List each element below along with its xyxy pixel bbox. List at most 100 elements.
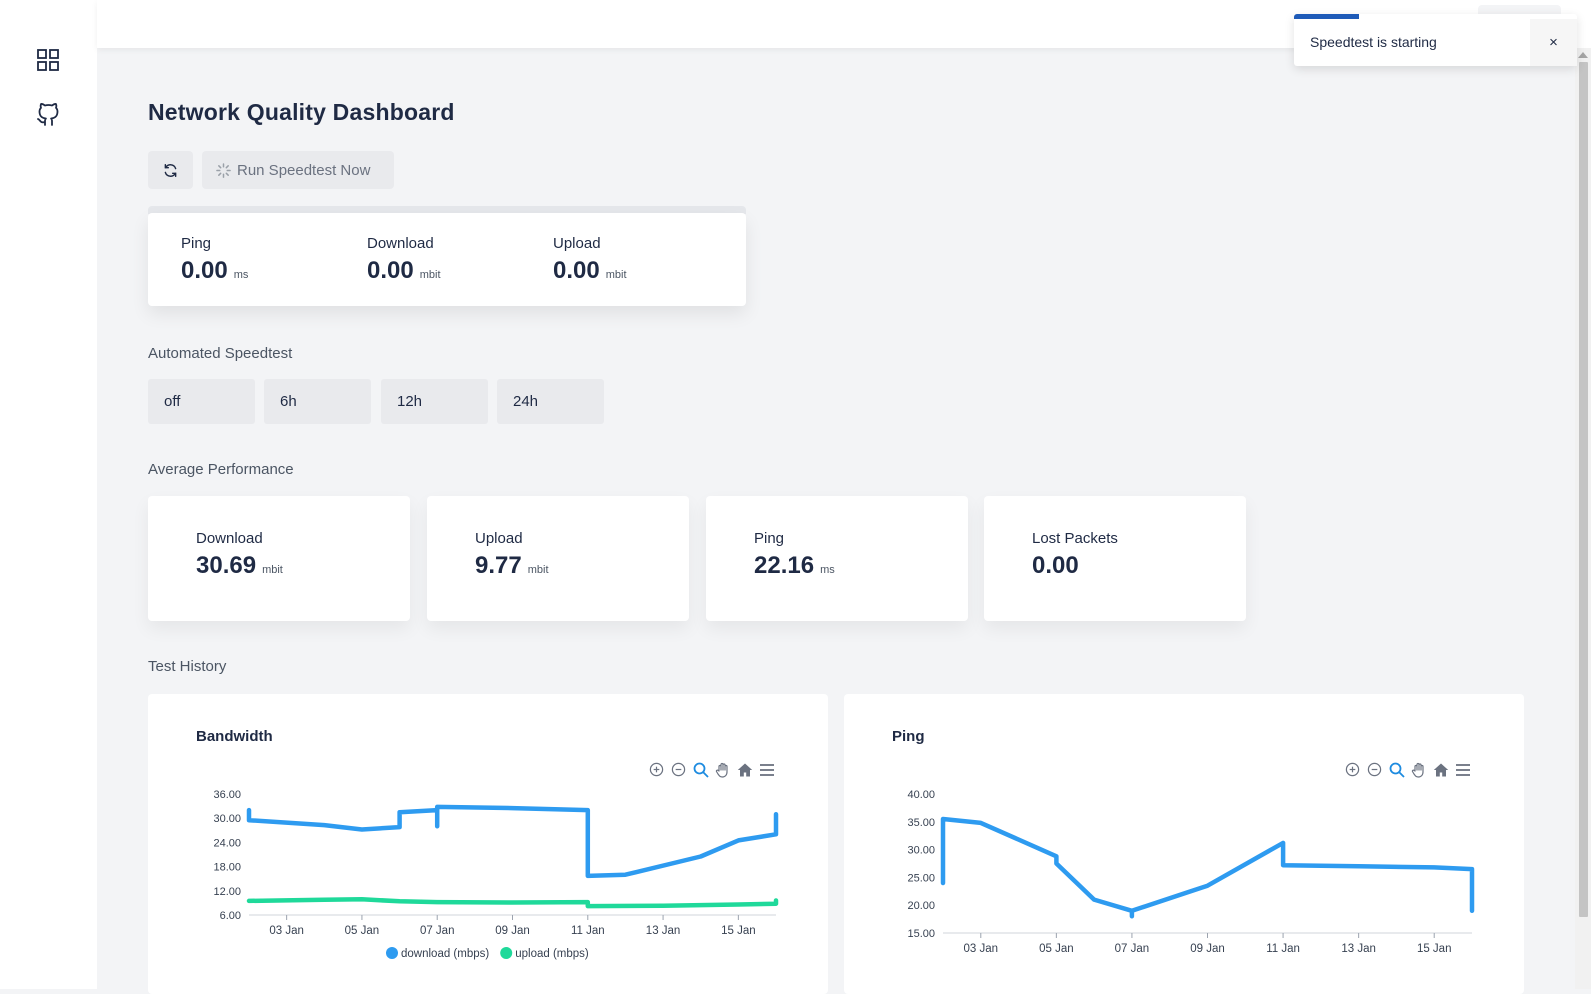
stat-label: Lost Packets [1032, 530, 1118, 547]
schedule-6h-button[interactable]: 6h [264, 379, 371, 424]
y-tick-label: 30.00 [907, 845, 935, 857]
page-title: Network Quality Dashboard [148, 99, 455, 125]
average-performance-label: Average Performance [148, 461, 294, 478]
y-tick-label: 12.00 [213, 886, 241, 898]
legend-marker[interactable] [500, 947, 513, 959]
current-results-header [148, 206, 746, 214]
zoom-out-icon[interactable] [1365, 760, 1384, 779]
zoom-in-icon[interactable] [1343, 760, 1362, 779]
x-tick-label: 07 Jan [1115, 943, 1150, 955]
chart-toolbar [1343, 760, 1472, 779]
home-icon[interactable] [1431, 760, 1450, 779]
zoom-in-icon[interactable] [647, 760, 666, 779]
x-tick-label: 03 Jan [269, 925, 304, 937]
stat-value: 0.00 [553, 257, 600, 284]
x-tick-label: 15 Jan [721, 925, 756, 937]
stat-value: 22.16 [754, 552, 815, 579]
stat-label: Ping [754, 530, 785, 547]
menu-icon[interactable] [757, 760, 776, 779]
stat-unit: ms [233, 269, 249, 281]
bandwidth-chart-card: Bandwidth 6.00 12.00 18.00 24.00 30.00 36.00 0… [148, 694, 828, 994]
spinner-icon [216, 162, 231, 178]
stat-label: Download [196, 530, 263, 547]
y-tick-label: 6.00 [220, 910, 241, 922]
stat-value: 9.77 [475, 552, 522, 579]
refresh-button[interactable] [148, 151, 193, 189]
bandwidth-chart: 6.00 12.00 18.00 24.00 30.00 36.00 03 Jan 05 Ja… [213, 789, 779, 960]
y-tick-label: 18.00 [213, 862, 241, 874]
stat-label: Upload [553, 235, 601, 252]
stat-label: Upload [475, 530, 523, 547]
chart-legend: download (mbps) upload (mbps) [386, 947, 589, 960]
x-tick-label: 13 Jan [1341, 943, 1376, 955]
y-tick-label: 15.00 [907, 928, 935, 940]
zoom-select-icon[interactable] [691, 760, 710, 779]
stat-value: 0.00 [181, 257, 228, 284]
pan-icon[interactable] [1409, 760, 1428, 779]
zoom-select-icon[interactable] [1387, 760, 1406, 779]
stat-label: Download [367, 235, 434, 252]
home-icon[interactable] [735, 760, 754, 779]
stat-unit: mbit [605, 269, 627, 281]
y-tick-label: 35.00 [907, 817, 935, 829]
x-tick-label: 05 Jan [1039, 943, 1074, 955]
x-tick-label: 03 Jan [964, 943, 999, 955]
avg-upload-stat: Upload 9.77 mbit [475, 530, 549, 580]
schedule-24h-button[interactable]: 24h [497, 379, 604, 424]
avg-lost-packets-stat: Lost Packets 0.00 [1032, 530, 1118, 580]
current-download-stat: Download 0.00 mbit [367, 235, 441, 285]
scrollbar-thumb[interactable] [1579, 62, 1588, 917]
avg-ping-card: Ping 22.16 ms [706, 496, 968, 621]
y-tick-label: 36.00 [213, 789, 241, 801]
toast-notification: Speedtest is starting × [1294, 14, 1577, 66]
sidebar [0, 0, 97, 989]
avg-lost-packets-card: Lost Packets 0.00 [984, 496, 1246, 621]
stat-unit: ms [820, 564, 835, 576]
run-speedtest-button[interactable]: Run Speedtest Now [202, 151, 394, 189]
x-tick-label: 11 Jan [1266, 943, 1300, 955]
stat-label: Ping [181, 235, 212, 252]
stat-unit: mbit [419, 269, 441, 281]
y-tick-label: 24.00 [213, 837, 241, 849]
x-tick-label: 09 Jan [495, 925, 530, 937]
y-tick-label: 30.00 [213, 813, 241, 825]
series-line-download-mbps- [246, 804, 779, 879]
avg-download-card: Download 30.69 mbit [148, 496, 410, 621]
x-tick-label: 13 Jan [646, 925, 681, 937]
x-tick-label: 09 Jan [1190, 943, 1225, 955]
avg-upload-card: Upload 9.77 mbit [427, 496, 689, 621]
current-upload-stat: Upload 0.00 mbit [553, 235, 627, 285]
toast-progress-bar [1294, 14, 1360, 19]
automated-speedtest-label: Automated Speedtest [148, 345, 293, 362]
test-history-label: Test History [148, 658, 227, 675]
stat-unit: mbit [262, 564, 283, 576]
stat-value: 0.00 [1032, 552, 1079, 579]
x-tick-label: 15 Jan [1417, 943, 1452, 955]
toast-close-button[interactable]: × [1530, 19, 1577, 66]
toast-message: Speedtest is starting [1310, 34, 1437, 50]
avg-ping-stat: Ping 22.16 ms [754, 530, 835, 580]
schedule-12h-button[interactable]: 12h [381, 379, 488, 424]
stat-value: 30.69 [196, 552, 257, 579]
legend-label[interactable]: upload (mbps) [515, 948, 589, 960]
scroll-up-arrow[interactable] [1578, 52, 1588, 58]
menu-icon[interactable] [1453, 760, 1472, 779]
y-tick-label: 20.00 [907, 900, 935, 912]
avg-download-stat: Download 30.69 mbit [196, 530, 283, 580]
dashboard-icon[interactable] [35, 47, 61, 73]
legend-label[interactable]: download (mbps) [401, 948, 489, 960]
github-icon[interactable] [35, 102, 61, 128]
series-line-ping [940, 816, 1475, 919]
refresh-icon [163, 163, 178, 178]
stat-unit: mbit [527, 564, 549, 576]
schedule-off-button[interactable]: off [148, 379, 255, 424]
series-line-upload-mbps- [246, 897, 779, 909]
ping-chart: 15.00 20.00 25.00 30.00 35.00 40.00 03 Jan 05 J… [907, 789, 1475, 955]
current-results-card: Ping 0.00 ms Download 0.00 mbit Upload 0.0… [148, 213, 746, 306]
pan-icon[interactable] [713, 760, 732, 779]
zoom-out-icon[interactable] [669, 760, 688, 779]
ping-chart-card: Ping 15.00 20.00 25.00 30.00 35.00 40.00 03 Ja… [844, 694, 1524, 994]
stat-value: 0.00 [367, 257, 414, 284]
x-tick-label: 07 Jan [420, 925, 455, 937]
legend-marker[interactable] [386, 947, 398, 959]
